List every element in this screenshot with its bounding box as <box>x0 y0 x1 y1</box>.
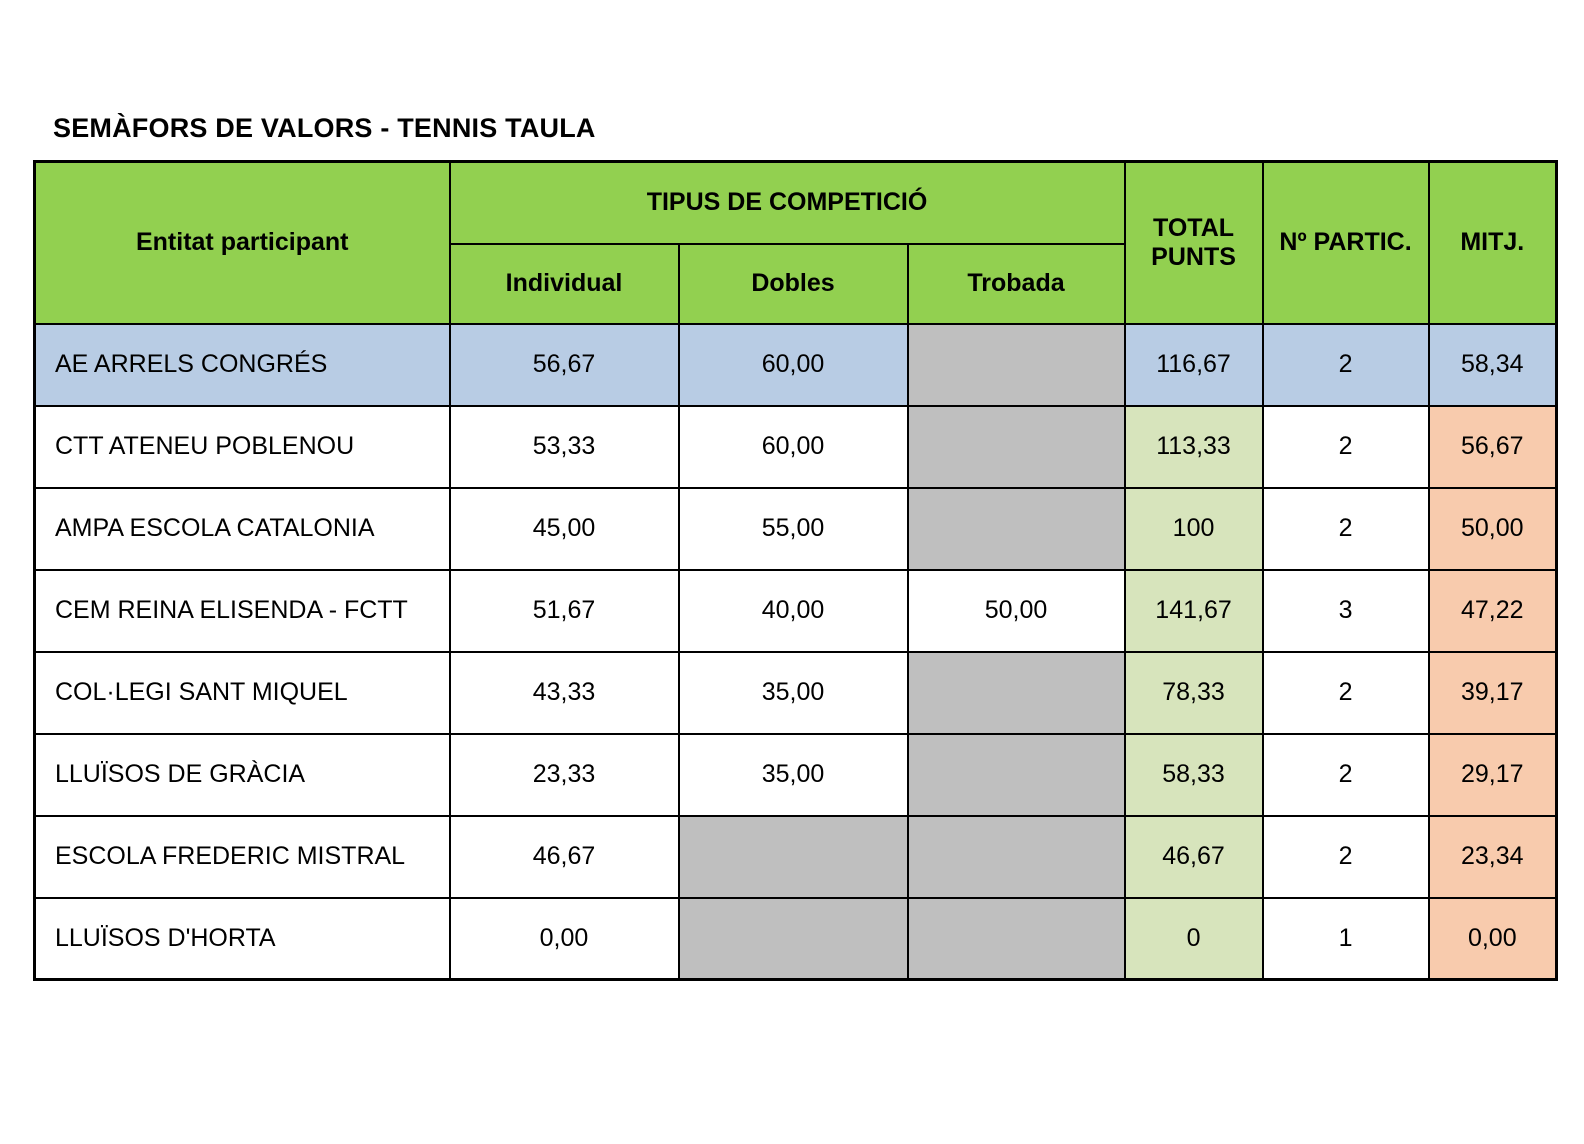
num-partic-cell: 2 <box>1261 486 1430 571</box>
num-partic-cell: 2 <box>1261 322 1430 407</box>
total-punts-cell: 0 <box>1123 896 1264 981</box>
num-partic-cell: 2 <box>1261 732 1430 817</box>
header-trobada: Trobada <box>906 242 1126 325</box>
total-punts-cell: 141,67 <box>1123 568 1264 653</box>
header-total-punts: TOTAL PUNTS <box>1123 160 1264 325</box>
total-punts-cell: 58,33 <box>1123 732 1264 817</box>
trobada-cell-empty <box>906 486 1126 571</box>
individual-cell: 53,33 <box>448 404 680 489</box>
num-partic-cell: 2 <box>1261 404 1430 489</box>
individual-cell: 23,33 <box>448 732 680 817</box>
trobada-cell-empty <box>906 322 1126 407</box>
mitj-cell: 0,00 <box>1427 896 1558 981</box>
header-individual: Individual <box>448 242 680 325</box>
total-punts-cell: 78,33 <box>1123 650 1264 735</box>
table-row: LLUÏSOS DE GRÀCIA 23,33 35,00 58,33 2 29… <box>33 732 1558 817</box>
entity-cell: CEM REINA ELISENDA - FCTT <box>33 568 451 653</box>
table-row: AE ARRELS CONGRÉS 56,67 60,00 116,67 2 5… <box>33 322 1558 407</box>
individual-cell: 46,67 <box>448 814 680 899</box>
mitj-cell: 56,67 <box>1427 404 1558 489</box>
table-body: AE ARRELS CONGRÉS 56,67 60,00 116,67 2 5… <box>33 322 1558 981</box>
individual-cell: 45,00 <box>448 486 680 571</box>
table-row: COL·LEGI SANT MIQUEL 43,33 35,00 78,33 2… <box>33 650 1558 735</box>
mitj-cell: 47,22 <box>1427 568 1558 653</box>
individual-cell: 0,00 <box>448 896 680 981</box>
num-partic-cell: 1 <box>1261 896 1430 981</box>
table-header: Entitat participant TIPUS DE COMPETICIÓ … <box>33 160 1558 325</box>
num-partic-cell: 2 <box>1261 814 1430 899</box>
entity-cell: LLUÏSOS D'HORTA <box>33 896 451 981</box>
total-punts-cell: 46,67 <box>1123 814 1264 899</box>
header-dobles: Dobles <box>677 242 909 325</box>
dobles-cell-empty <box>677 896 909 981</box>
mitj-cell: 50,00 <box>1427 486 1558 571</box>
dobles-cell-empty <box>677 814 909 899</box>
page-title: SEMÀFORS DE VALORS - TENNIS TAULA <box>53 113 596 143</box>
header-competition-group: TIPUS DE COMPETICIÓ <box>448 160 1126 245</box>
header-num-partic: Nº PARTIC. <box>1261 160 1430 325</box>
dobles-cell: 35,00 <box>677 732 909 817</box>
header-entity: Entitat participant <box>33 160 451 325</box>
dobles-cell: 55,00 <box>677 486 909 571</box>
mitj-cell: 29,17 <box>1427 732 1558 817</box>
trobada-cell-empty <box>906 732 1126 817</box>
total-punts-cell: 100 <box>1123 486 1264 571</box>
table-row: AMPA ESCOLA CATALONIA 45,00 55,00 100 2 … <box>33 486 1558 571</box>
entity-cell: COL·LEGI SANT MIQUEL <box>33 650 451 735</box>
dobles-cell: 35,00 <box>677 650 909 735</box>
table-row: CEM REINA ELISENDA - FCTT 51,67 40,00 50… <box>33 568 1558 653</box>
entity-cell: ESCOLA FREDERIC MISTRAL <box>33 814 451 899</box>
entity-cell: AE ARRELS CONGRÉS <box>33 322 451 407</box>
mitj-cell: 58,34 <box>1427 322 1558 407</box>
trobada-cell-empty <box>906 404 1126 489</box>
trobada-cell-empty <box>906 814 1126 899</box>
mitj-cell: 23,34 <box>1427 814 1558 899</box>
num-partic-cell: 3 <box>1261 568 1430 653</box>
trobada-cell: 50,00 <box>906 568 1126 653</box>
table-row: LLUÏSOS D'HORTA 0,00 0 1 0,00 <box>33 896 1558 981</box>
table-row: ESCOLA FREDERIC MISTRAL 46,67 46,67 2 23… <box>33 814 1558 899</box>
values-table: Entitat participant TIPUS DE COMPETICIÓ … <box>33 160 1559 981</box>
total-punts-cell: 116,67 <box>1123 322 1264 407</box>
entity-cell: CTT ATENEU POBLENOU <box>33 404 451 489</box>
dobles-cell: 60,00 <box>677 404 909 489</box>
table-row: CTT ATENEU POBLENOU 53,33 60,00 113,33 2… <box>33 404 1558 489</box>
individual-cell: 43,33 <box>448 650 680 735</box>
trobada-cell-empty <box>906 896 1126 981</box>
trobada-cell-empty <box>906 650 1126 735</box>
individual-cell: 51,67 <box>448 568 680 653</box>
total-punts-cell: 113,33 <box>1123 404 1264 489</box>
individual-cell: 56,67 <box>448 322 680 407</box>
entity-cell: LLUÏSOS DE GRÀCIA <box>33 732 451 817</box>
entity-cell: AMPA ESCOLA CATALONIA <box>33 486 451 571</box>
header-mitj: MITJ. <box>1427 160 1558 325</box>
num-partic-cell: 2 <box>1261 650 1430 735</box>
dobles-cell: 60,00 <box>677 322 909 407</box>
dobles-cell: 40,00 <box>677 568 909 653</box>
mitj-cell: 39,17 <box>1427 650 1558 735</box>
